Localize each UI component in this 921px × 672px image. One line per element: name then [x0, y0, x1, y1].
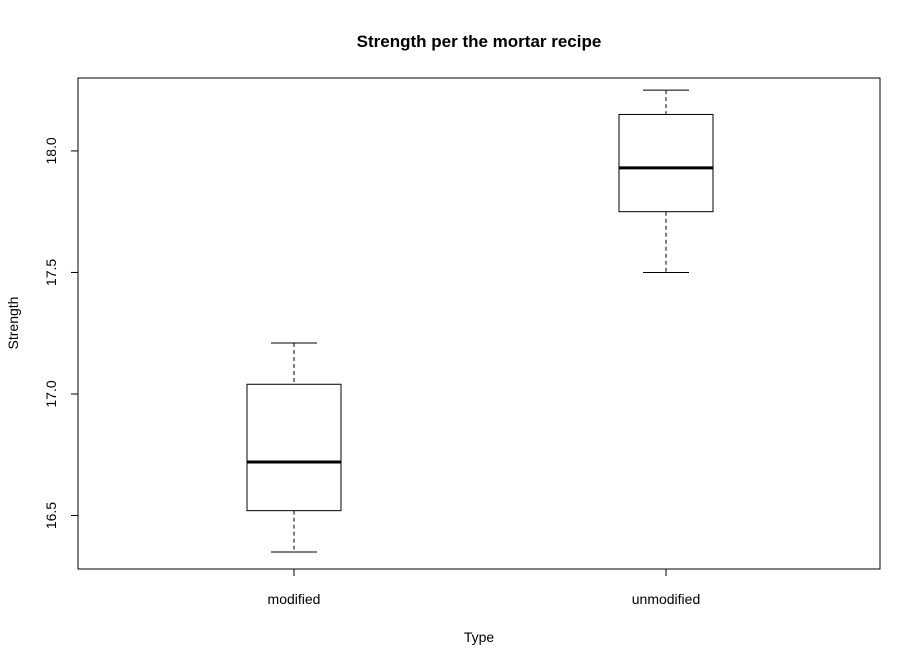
y-tick-label: 16.5 [43, 502, 59, 529]
x-axis: modified unmodified [268, 568, 701, 607]
box-iqr [618, 113, 714, 213]
y-axis-label: Strength [5, 297, 21, 350]
x-tick-label: modified [268, 591, 321, 607]
y-tick-label: 17.0 [43, 380, 59, 407]
x-tick-label: unmodified [632, 591, 701, 607]
y-tick-label: 18.0 [43, 137, 59, 164]
y-tick-label: 17.5 [43, 259, 59, 286]
chart-title: Strength per the mortar recipe [357, 32, 602, 51]
box-iqr [246, 383, 342, 512]
y-axis: 16.5 17.0 17.5 18.0 [43, 137, 79, 529]
box-group-modified [246, 342, 342, 553]
boxes-layer [246, 89, 714, 553]
box-group-unmodified [618, 89, 714, 273]
x-axis-label: Type [464, 629, 495, 645]
